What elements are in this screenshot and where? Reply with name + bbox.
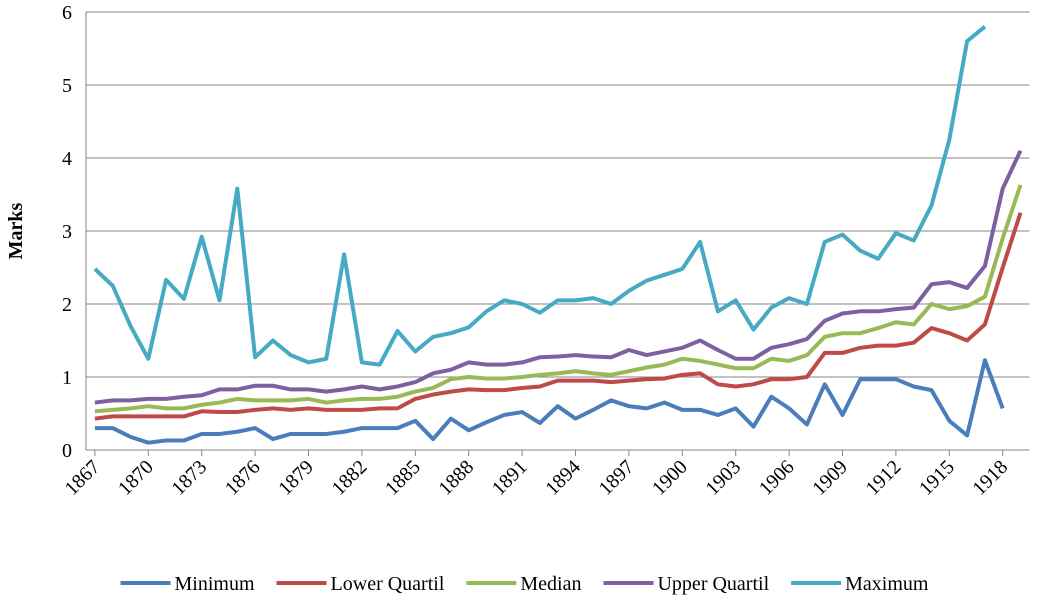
x-tick-label: 1903	[701, 456, 745, 500]
y-axis-label: Marks	[5, 202, 27, 259]
x-tick-label: 1876	[221, 456, 265, 500]
x-tick-label: 1879	[274, 456, 318, 500]
x-tick-label: 1912	[862, 456, 906, 500]
series-line	[94, 184, 1023, 414]
x-tick-label: 1870	[114, 456, 158, 500]
x-tick-label: 1900	[648, 456, 692, 500]
x-tick-label: 1882	[328, 456, 372, 500]
x-tick-label: 1909	[808, 456, 852, 500]
x-tick-label: 1915	[915, 456, 959, 500]
legend-label: Minimum	[175, 573, 255, 595]
y-tick-label: 0	[62, 440, 72, 462]
legend-label: Lower Quartil	[331, 573, 445, 595]
y-tick-label: 3	[62, 221, 72, 243]
x-tick-label: 1918	[968, 456, 1012, 500]
series-line	[93, 25, 987, 367]
legend-label: Upper Quartil	[657, 573, 769, 595]
x-tick-label: 1906	[755, 456, 799, 500]
y-tick-label: 1	[62, 367, 72, 389]
y-tick-label: 5	[62, 75, 72, 97]
y-tick-label: 2	[62, 294, 72, 316]
x-tick-label: 1867	[61, 456, 105, 500]
x-tick-label: 1888	[434, 456, 478, 500]
legend: Minimum Lower Quartil Median Upper Quartil M…	[120, 573, 929, 595]
series-line	[94, 358, 1005, 445]
x-tick-label: 1891	[488, 456, 532, 500]
x-tick-label: 1897	[595, 456, 639, 500]
legend-label: Maximum	[845, 573, 929, 595]
series-line	[94, 212, 1023, 421]
y-tick-label: 4	[62, 148, 72, 170]
x-tick-label: 1885	[381, 456, 425, 500]
x-tick-label: 1873	[167, 456, 211, 500]
legend-label: Median	[520, 573, 581, 595]
y-tick-label: 6	[62, 2, 72, 24]
x-tick-label: 1894	[541, 456, 585, 500]
series-line	[94, 149, 1023, 405]
